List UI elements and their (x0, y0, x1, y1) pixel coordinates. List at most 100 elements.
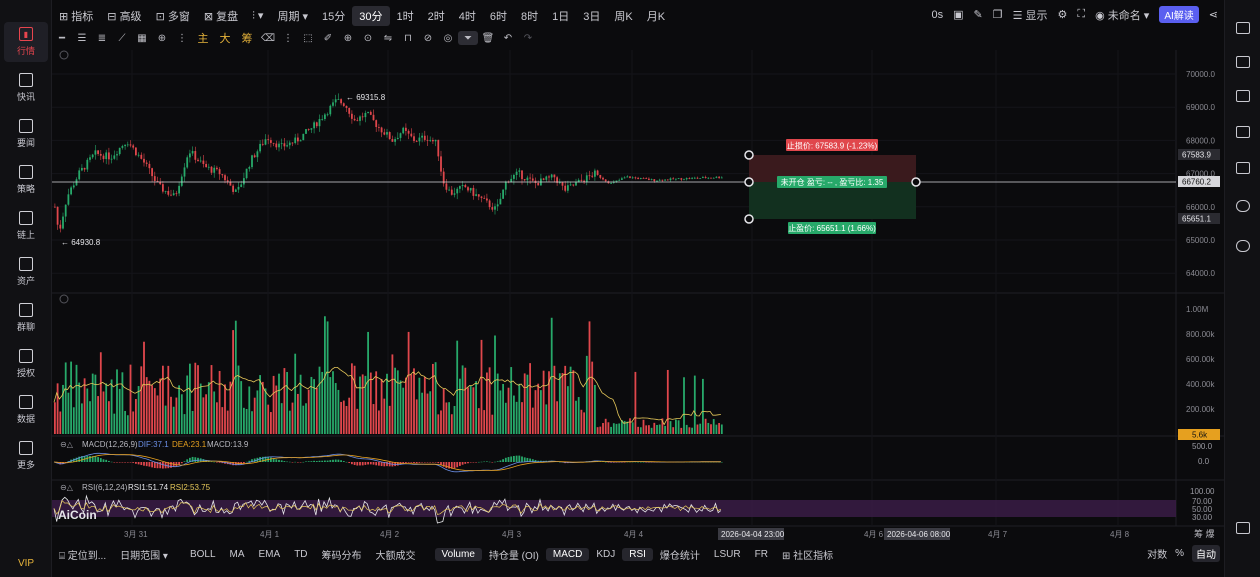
chip-tool[interactable]: 筹 (241, 33, 253, 45)
select-icon[interactable]: ⬚ (303, 32, 313, 44)
sub-indicator-liquidation[interactable]: 爆仓统计 (659, 550, 700, 562)
robot-icon[interactable] (1236, 200, 1250, 212)
sidebar-item-group-chat[interactable]: 群聊 (4, 298, 48, 338)
locate-button[interactable]: ⌸ 定位到... (59, 550, 107, 562)
chart-type-dropdown[interactable]: ⫶ ▾ (252, 10, 264, 22)
sidebar-item-market[interactable]: ▮ 行情 (4, 22, 48, 62)
display-button[interactable]: ☰ 显示 (1012, 9, 1048, 22)
entry-handle-right[interactable] (911, 177, 921, 187)
interval-1d[interactable]: 1日 (552, 11, 570, 23)
indicator-boll[interactable]: BOLL (189, 548, 216, 560)
visibility-icon[interactable]: ⊘ (423, 32, 433, 44)
sidebar-item-news-flash[interactable]: 快讯 (4, 68, 48, 108)
date-range-dropdown[interactable]: 日期范围 ▾ (120, 550, 168, 562)
filter-icon[interactable]: ⏷ (458, 31, 478, 45)
period-dropdown[interactable]: 周期 ▾ (277, 11, 309, 23)
depth-chart-icon[interactable] (1236, 90, 1250, 102)
grid-settings-icon[interactable] (1236, 522, 1250, 534)
sub-indicator-lsur[interactable]: LSUR (713, 548, 741, 560)
interval-3d[interactable]: 3日 (583, 11, 601, 23)
indicator-ema[interactable]: EMA (258, 548, 281, 560)
macd-collapse-icon[interactable]: ⊖△ (60, 440, 74, 449)
interval-1h[interactable]: 1时 (396, 11, 414, 23)
big-order-tool[interactable]: 大 (219, 33, 231, 45)
rsi-collapse-icon[interactable]: ⊖△ (60, 483, 74, 492)
zoom-icon[interactable]: ⊕ (343, 32, 353, 44)
interval-1w[interactable]: 周K (614, 11, 633, 23)
main-force-tool[interactable]: 主 (197, 33, 209, 45)
horizontal-line-icon[interactable]: ━ (58, 32, 66, 44)
lock-icon[interactable]: ⊓ (404, 32, 412, 44)
brush-icon[interactable]: ⟋ (118, 32, 126, 44)
advanced-button[interactable]: ⊟ 高级 (107, 11, 142, 23)
wallet-icon[interactable] (1236, 162, 1250, 174)
time-axis-corner[interactable]: 筹 爆 (1194, 528, 1215, 539)
pencil-icon[interactable]: ✎ (973, 9, 983, 21)
ruler-icon[interactable]: ✐ (323, 32, 333, 44)
fullscreen-icon[interactable]: ⛶ (1077, 8, 1086, 20)
replay-button[interactable]: ⊠ 复盘 (203, 11, 239, 23)
indicator-ma[interactable]: MA (229, 548, 245, 560)
indicator-button[interactable]: ⊞ 指标 (59, 11, 94, 23)
sidebar-item-authorize[interactable]: 授权 (4, 344, 48, 384)
fib-icon[interactable]: ≣ (97, 32, 107, 44)
ai-analysis-button[interactable]: AI解读 (1159, 6, 1199, 23)
hide-icon[interactable]: ◎ (443, 32, 453, 44)
sidebar-item-headlines[interactable]: 要闻 (4, 114, 48, 154)
stop-loss-handle[interactable] (744, 150, 754, 160)
calendar-icon[interactable] (1236, 126, 1250, 138)
indicator-large-trades[interactable]: 大额成交 (375, 550, 416, 562)
sidebar-item-assets[interactable]: 资产 (4, 252, 48, 292)
layout-dropdown[interactable]: ◉ 未命名 ▾ (1095, 9, 1150, 22)
interval-2h[interactable]: 2时 (427, 11, 445, 23)
take-profit-handle[interactable] (744, 214, 754, 224)
camera-icon[interactable]: ▣ (953, 9, 964, 21)
signal-icon[interactable] (1236, 240, 1250, 252)
volume-panel-collapse-icon[interactable] (59, 294, 69, 304)
interval-15m[interactable]: 15分 (322, 11, 346, 23)
main-panel-collapse-icon[interactable] (59, 50, 69, 60)
sub-indicator-community[interactable]: ⊞ 社区指标 (781, 550, 834, 562)
interval-8h[interactable]: 8时 (521, 11, 539, 23)
take-profit-zone[interactable] (749, 182, 916, 219)
sub-indicator-rsi[interactable]: RSI (622, 547, 653, 561)
auto-scale-toggle[interactable]: 自动 (1192, 545, 1220, 562)
sub-indicator-fr[interactable]: FR (754, 548, 768, 560)
measure-icon[interactable]: ▦ (137, 32, 147, 44)
sidebar-item-data[interactable]: 数据 (4, 390, 48, 430)
redo-icon[interactable]: ↷ (523, 32, 533, 44)
eraser-icon[interactable]: ⌫ (260, 32, 276, 44)
indicator-td[interactable]: TD (294, 548, 308, 560)
kline-chart[interactable]: 70000.0 69000.0 68000.0 67000.0 66000.0 65000… (52, 50, 1224, 543)
sub-indicator-macd[interactable]: MACD (545, 547, 590, 561)
sub-indicator-volume[interactable]: Volume (434, 547, 482, 561)
percent-scale-toggle[interactable]: % (1175, 548, 1184, 559)
interval-30m[interactable]: 30分 (352, 6, 390, 26)
log-scale-toggle[interactable]: 对数 (1147, 550, 1168, 561)
interval-6h[interactable]: 6时 (489, 11, 508, 23)
vip-badge[interactable]: VIP (17, 558, 35, 569)
multi-window-button[interactable]: ⊡ 多窗 (155, 11, 190, 23)
magnet-icon[interactable]: ⊙ (363, 32, 373, 44)
sidebar-item-onchain[interactable]: 链上 (4, 206, 48, 246)
sidebar-item-more[interactable]: 更多 (4, 436, 48, 476)
copy-icon[interactable]: ❐ (992, 9, 1003, 21)
parallel-lines-icon[interactable]: ☰ (77, 32, 87, 44)
more-icon[interactable]: ⋮ (177, 32, 187, 44)
chart-link-icon[interactable]: ⇋ (383, 32, 393, 44)
sub-indicator-oi[interactable]: 持仓量 (OI) (488, 550, 539, 562)
interval-4h[interactable]: 4时 (458, 11, 476, 23)
undo-icon[interactable]: ↶ (503, 32, 513, 44)
trash-icon[interactable]: 🗑 (481, 32, 495, 44)
share-icon[interactable]: ⋖ (1208, 9, 1218, 21)
sub-indicator-kdj[interactable]: KDJ (596, 548, 616, 560)
trade-list-icon[interactable] (1236, 56, 1250, 68)
order-book-icon[interactable] (1236, 22, 1250, 34)
pattern-icon[interactable]: ⊕ (157, 32, 167, 44)
entry-handle-left[interactable] (744, 177, 754, 187)
interval-1mo[interactable]: 月K (646, 11, 666, 23)
more-icon[interactable]: ⋮ (283, 32, 293, 44)
settings-gear-icon[interactable]: ⚙ (1057, 9, 1068, 21)
sidebar-item-strategy[interactable]: 策略 (4, 160, 48, 200)
indicator-chip-distribution[interactable]: 筹码分布 (321, 550, 362, 562)
